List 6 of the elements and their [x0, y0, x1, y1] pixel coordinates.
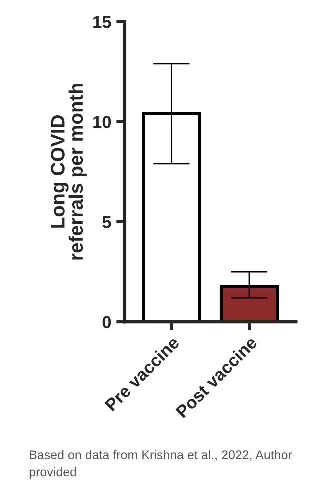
y-tick-label: 0: [102, 316, 112, 329]
y-axis-title: Long COVID referrals per month: [51, 84, 87, 260]
y-tick-label: 15: [94, 16, 112, 28]
y-tick-label: 10: [94, 116, 112, 128]
text: Based on data from Krishna et al., 2022, Author provided: [30, 450, 292, 480]
y-tick-label: 5: [102, 216, 112, 228]
